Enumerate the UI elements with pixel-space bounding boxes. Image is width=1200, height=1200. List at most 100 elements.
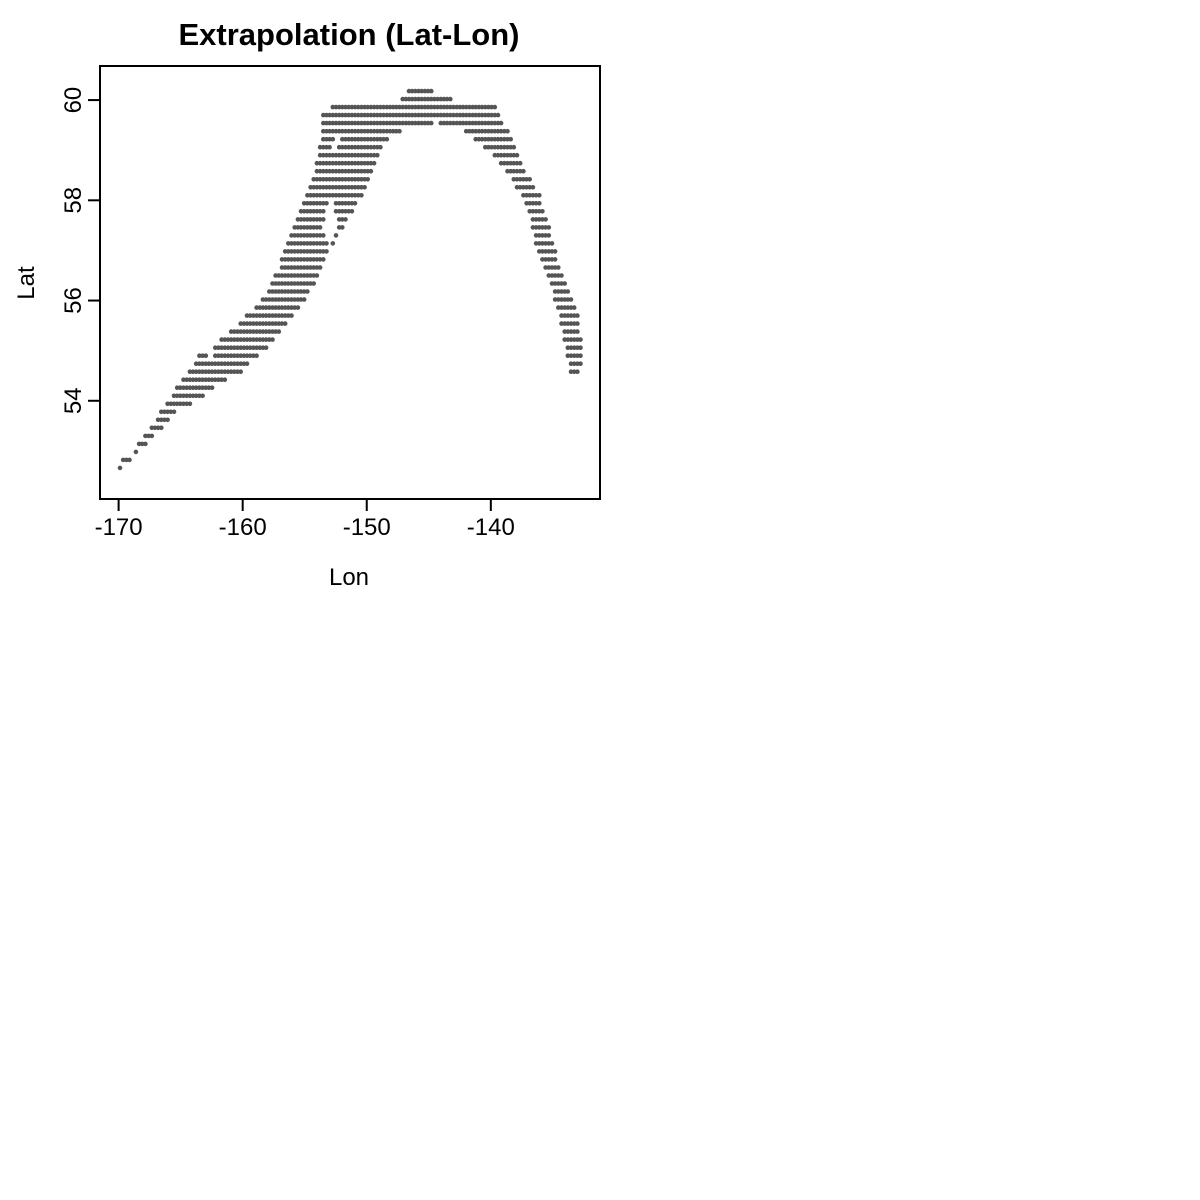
x-tick-label: -160 — [219, 514, 267, 541]
data-point — [565, 313, 571, 318]
data-point — [514, 152, 520, 158]
data-point — [514, 160, 520, 166]
data-point — [565, 305, 571, 310]
data-point — [235, 361, 240, 367]
data-point — [270, 337, 275, 342]
data-point — [286, 305, 291, 310]
data-point — [368, 112, 374, 118]
data-point — [556, 305, 561, 310]
data-point — [568, 329, 574, 334]
data-point — [387, 104, 393, 110]
data-point — [533, 225, 539, 230]
data-point — [346, 128, 352, 134]
data-point — [552, 257, 558, 262]
data-point — [489, 104, 494, 110]
data-point — [340, 144, 345, 150]
data-point — [451, 104, 456, 110]
data-point — [543, 249, 548, 254]
data-point — [146, 433, 151, 439]
data-point — [359, 152, 364, 158]
data-point — [489, 128, 494, 134]
data-point — [575, 321, 580, 326]
data-point — [355, 104, 361, 110]
data-point — [559, 289, 564, 294]
data-point — [368, 168, 374, 174]
data-point — [301, 273, 307, 278]
data-point — [444, 96, 450, 102]
data-point — [330, 160, 336, 166]
data-point — [286, 265, 291, 270]
data-point — [517, 185, 523, 190]
data-point — [139, 441, 145, 447]
data-point — [492, 136, 498, 142]
data-point — [225, 353, 231, 359]
x-tick-label: -140 — [467, 514, 515, 541]
data-point — [209, 377, 215, 383]
data-point — [368, 152, 374, 158]
data-point — [213, 345, 218, 351]
data-point — [330, 128, 336, 134]
data-point — [333, 160, 339, 166]
data-point — [479, 112, 485, 118]
data-point — [301, 209, 307, 214]
data-point — [406, 120, 412, 126]
data-point — [571, 337, 577, 342]
data-point — [267, 321, 272, 326]
data-point — [298, 233, 304, 238]
data-point — [349, 209, 355, 214]
data-point — [505, 144, 510, 150]
data-point — [533, 201, 539, 206]
data-point — [537, 201, 542, 206]
data-point — [365, 160, 371, 166]
data-point — [486, 128, 491, 134]
data-point — [486, 144, 491, 150]
data-point — [165, 409, 170, 415]
data-point — [311, 273, 317, 278]
data-point — [311, 177, 317, 182]
data-point — [263, 297, 269, 302]
data-point — [448, 96, 453, 102]
data-point — [279, 289, 285, 294]
data-point — [359, 168, 364, 174]
data-point — [473, 128, 479, 134]
data-point — [368, 136, 374, 142]
data-point — [159, 417, 164, 423]
data-point — [343, 217, 348, 222]
data-point — [578, 337, 583, 342]
data-point — [321, 249, 326, 254]
data-point — [171, 401, 177, 407]
data-point — [244, 337, 250, 342]
data-point — [505, 160, 510, 166]
data-point — [355, 177, 361, 182]
data-point — [384, 128, 390, 134]
data-point — [330, 104, 336, 110]
data-point — [292, 225, 298, 230]
data-point — [394, 128, 399, 134]
data-point — [314, 225, 320, 230]
data-point — [317, 233, 323, 238]
data-point — [171, 393, 177, 399]
data-point — [327, 193, 332, 198]
y-axis: 54 56 58 60 — [60, 87, 101, 414]
data-point — [235, 353, 240, 359]
data-point — [289, 281, 294, 286]
data-point — [448, 112, 453, 118]
data-point — [565, 329, 571, 334]
data-point — [368, 120, 374, 126]
data-point — [355, 185, 361, 190]
data-point — [200, 385, 205, 391]
data-point — [432, 104, 437, 110]
data-point — [321, 120, 326, 126]
data-point — [301, 233, 307, 238]
data-point — [409, 112, 415, 118]
data-point — [292, 281, 298, 286]
data-point — [222, 369, 228, 375]
data-point — [387, 120, 393, 126]
data-point — [343, 112, 348, 118]
data-point — [340, 193, 345, 198]
data-point — [321, 144, 326, 150]
data-point — [511, 144, 517, 150]
data-point — [352, 177, 358, 182]
data-point — [378, 112, 383, 118]
